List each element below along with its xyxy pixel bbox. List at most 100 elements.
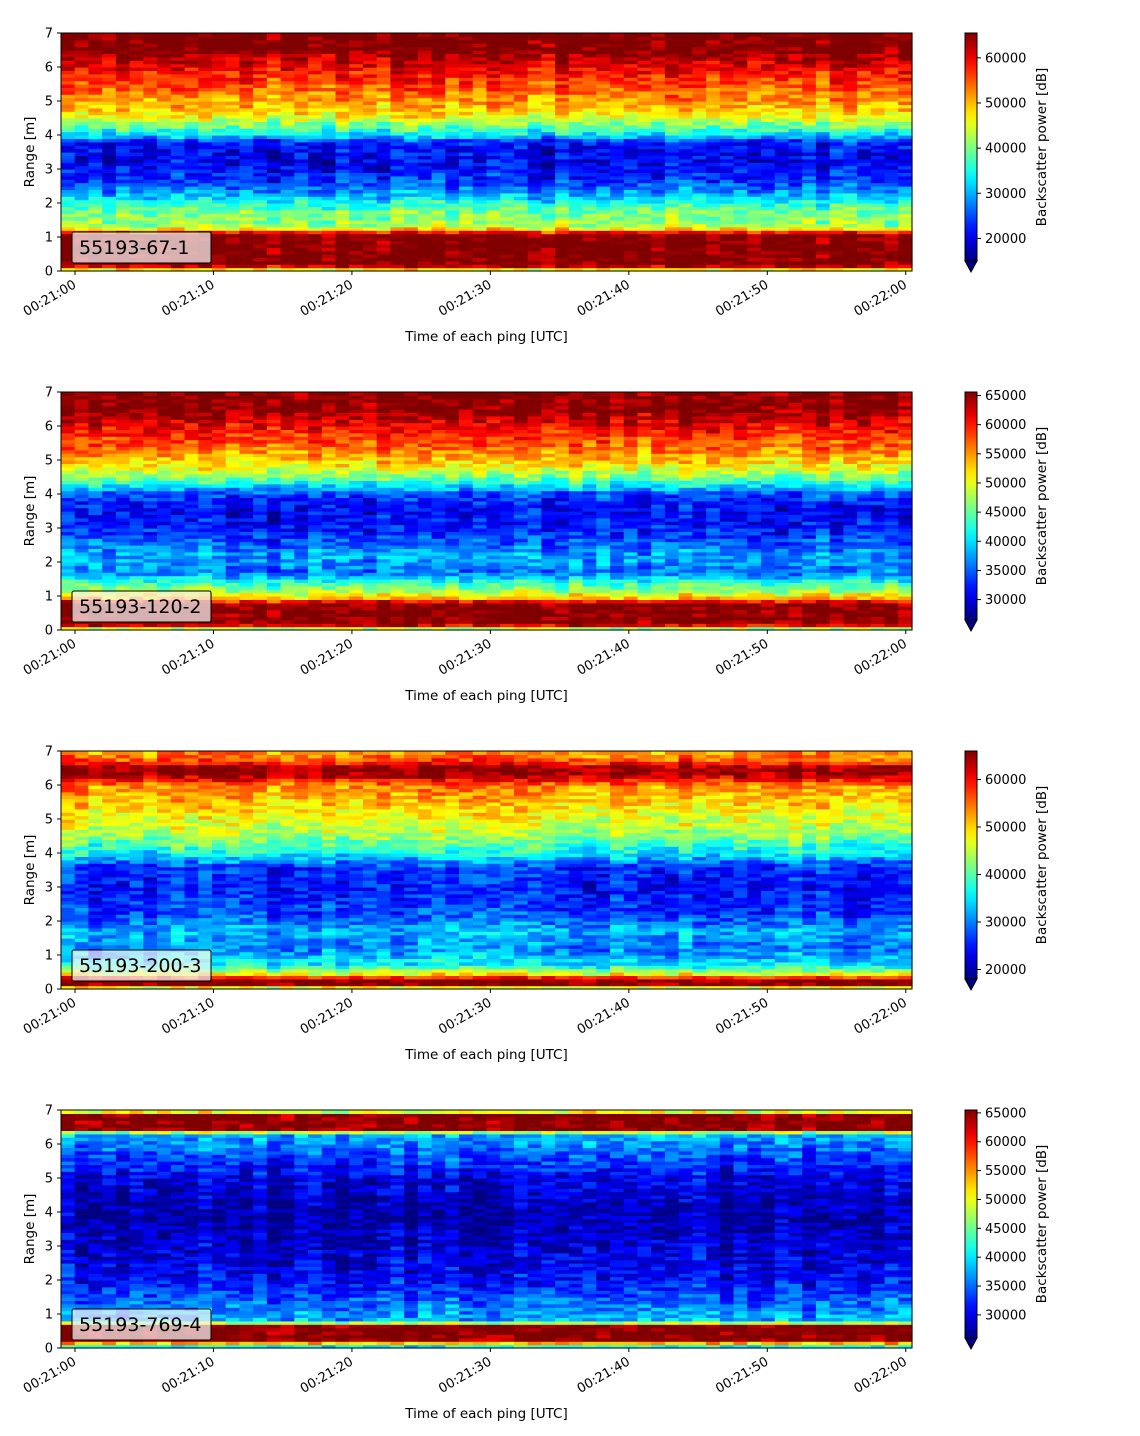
heatmap-cell [459,203,474,207]
heatmap-cell [610,254,625,258]
heatmap-cell [335,189,350,194]
heatmap-cell [623,46,639,51]
heatmap-cell [788,230,803,235]
heatmap-cell [129,114,144,119]
heatmap-cell [651,172,666,177]
heatmap-cell [88,138,103,143]
heatmap-cell [596,162,611,167]
heatmap-cell [472,84,488,88]
heatmap-cell [102,70,117,75]
heatmap-cell [362,267,378,272]
heatmap-cell [898,158,913,163]
heatmap-cell [692,247,707,252]
heatmap-cell [500,135,515,139]
heatmap-cell [211,220,227,224]
heatmap-cell [843,189,858,194]
heatmap-cell [308,118,323,122]
heatmap-cell [431,169,446,173]
heatmap-cell [417,121,433,126]
heatmap-cell [445,192,460,197]
heatmap-cell [623,264,639,269]
heatmap-cell [568,131,584,136]
heatmap-cell [225,158,241,163]
heatmap-cell [445,46,460,51]
heatmap-cell [349,254,364,258]
heatmap-cell [623,254,639,258]
heatmap-cell [513,121,529,126]
heatmap-cell [733,63,748,68]
heatmap-cell [102,155,117,160]
heatmap-cell [253,90,268,95]
heatmap-cell [568,192,584,197]
heatmap-cell [198,145,213,150]
heatmap-cell [747,104,762,109]
heatmap-cell [74,141,90,146]
heatmap-cell [115,392,131,396]
heatmap-cell [610,36,625,41]
heatmap-cell [431,135,446,139]
heatmap-cell [596,39,611,44]
heatmap-cell [349,111,364,116]
heatmap-cell [555,87,570,92]
heatmap-cell [513,158,529,163]
heatmap-cell [280,124,295,129]
heatmap-cell [610,124,625,129]
heatmap-cell [294,260,309,265]
heatmap-cell [747,135,762,139]
heatmap-cell [692,203,707,207]
heatmap-cell [582,230,597,235]
heatmap-cell [898,226,913,231]
heatmap-cell [472,60,488,65]
heatmap-cell [198,135,213,139]
heatmap-cell [321,220,337,224]
heatmap-cell [788,162,803,167]
heatmap-cell [788,67,803,71]
heatmap-cell [102,392,117,396]
heatmap-cell [294,216,309,221]
heatmap-cell [102,162,117,167]
heatmap-cell [637,162,652,167]
heatmap-cell [445,182,460,187]
heatmap-cell [651,90,666,95]
heatmap-cell [211,36,227,41]
heatmap-cell [280,87,295,92]
heatmap-cell [513,169,529,173]
heatmap-cell [143,209,158,214]
heatmap-cell [692,67,707,71]
heatmap-cell [774,192,790,197]
heatmap-cell [500,223,515,228]
heatmap-cell [253,94,268,99]
heatmap-cell [88,209,103,214]
heatmap-cell [733,141,748,146]
heatmap-cell [555,172,570,177]
heatmap-cell [678,209,693,214]
heatmap-cell [527,158,543,163]
heatmap-cell [445,260,460,265]
heatmap-cell [788,80,803,85]
heatmap-cell [623,124,639,129]
heatmap-cell [788,223,803,228]
heatmap-cell [170,121,186,126]
heatmap-cell [184,196,199,201]
heatmap-cell [843,84,858,88]
heatmap-cell [788,182,803,187]
heatmap-cell [61,141,76,146]
heatmap-cell [157,46,172,51]
heatmap-cell [761,77,776,82]
heatmap-cell [815,158,831,163]
heatmap-cell [802,94,817,99]
heatmap-cell [61,46,76,51]
heatmap-cell [431,90,446,95]
heatmap-cell [500,155,515,160]
heatmap-cell [541,260,556,265]
heatmap-cell [376,179,392,184]
heatmap-cell [623,80,639,85]
heatmap-cell [527,260,543,265]
heatmap-cell [61,175,76,180]
heatmap-cell [266,104,282,109]
heatmap-cell [225,56,241,61]
heatmap-cell [198,128,213,133]
heatmap-cell [692,90,707,95]
colorbar-tick-label: 20000 [985,232,1026,247]
heatmap-cell [459,104,474,109]
